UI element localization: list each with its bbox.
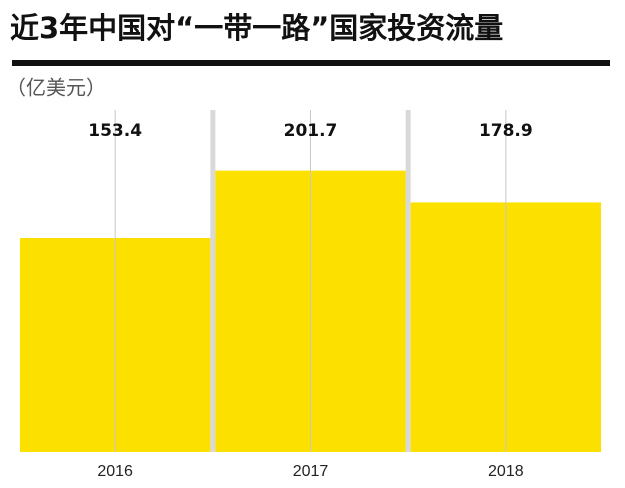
x-tick-label: 2018 [488,463,524,480]
x-tick-label: 2017 [293,463,329,480]
value-label: 153.4 [88,121,142,141]
chart-subtitle: （亿美元） [6,76,106,100]
chart-title: 近3年中国对“一带一路”国家投资流量 [10,11,503,45]
title-rule [12,60,610,66]
value-label: 201.7 [284,121,338,141]
x-tick-label: 2016 [97,463,133,480]
value-label: 178.9 [479,121,533,141]
